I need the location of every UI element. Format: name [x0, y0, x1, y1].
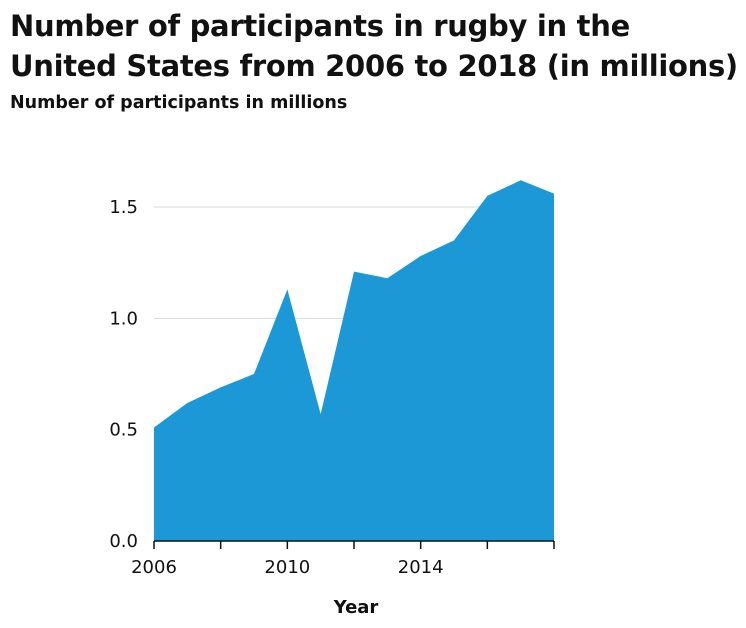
series-area	[154, 180, 554, 541]
x-tick-label: 2006	[131, 557, 177, 578]
area-series	[154, 180, 554, 541]
tick-labels: 0.0 0.5 1.0 1.5 2006 2010 2014	[109, 197, 443, 578]
x-tick-label: 2014	[398, 557, 444, 578]
y-tick-label: 1.0	[109, 308, 138, 329]
y-axis-label: Number of participants in millions	[10, 93, 348, 113]
y-tick-label: 0.5	[109, 420, 138, 441]
y-tick-label: 0.0	[109, 531, 138, 552]
y-tick-label: 1.5	[109, 197, 138, 218]
chart-title: Number of participants in rugby in the U…	[10, 9, 738, 83]
x-axis-label: Year	[333, 597, 379, 618]
axes	[153, 540, 555, 549]
x-tick-label: 2010	[264, 557, 310, 578]
